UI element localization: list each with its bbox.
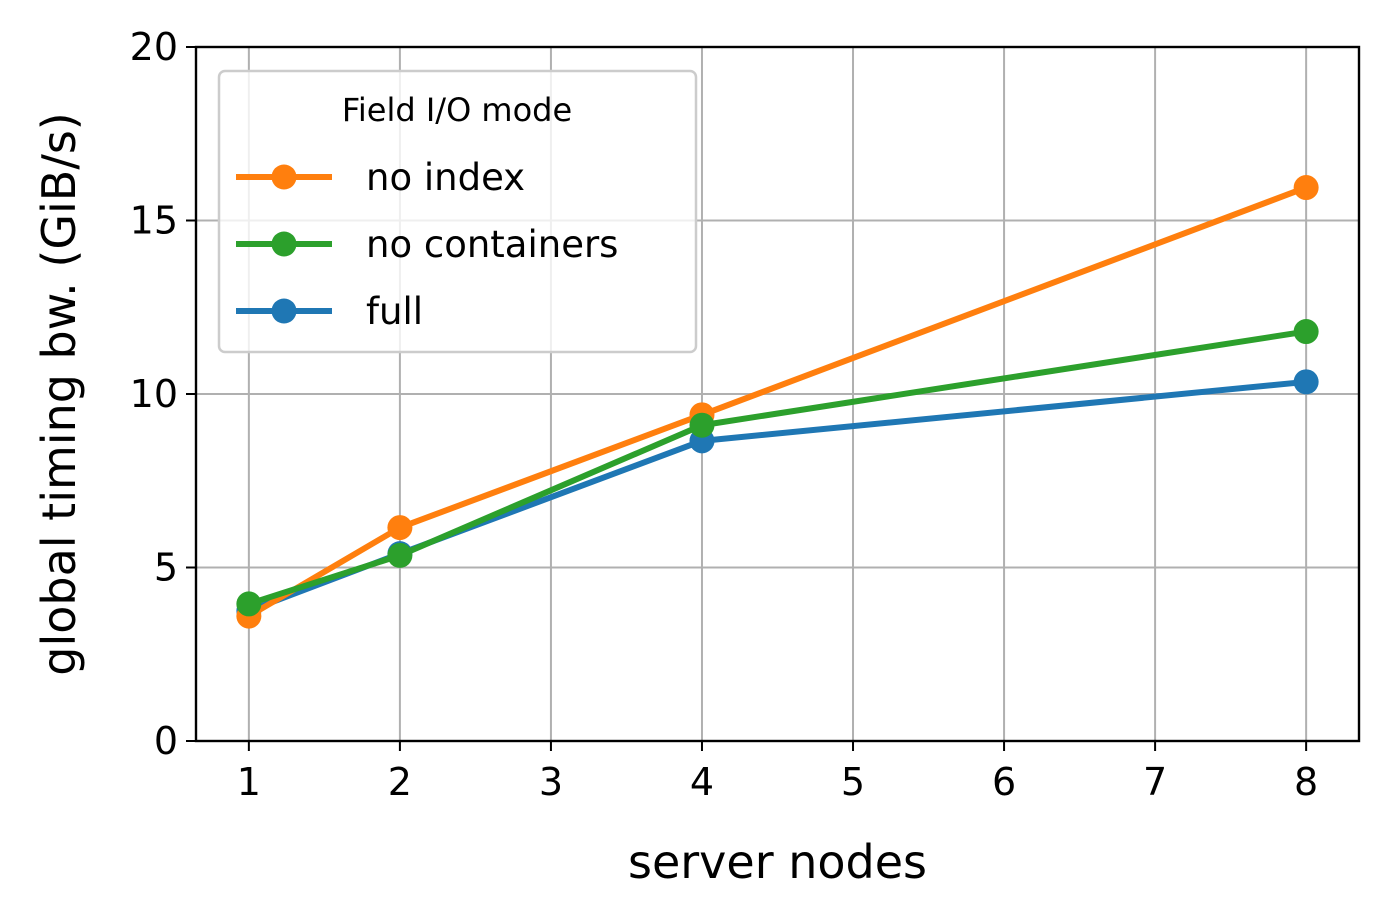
data-point (1293, 369, 1319, 395)
data-point (236, 591, 262, 617)
legend-label: no index (366, 156, 525, 199)
y-tick-label: 5 (154, 546, 178, 590)
y-tick-label: 15 (130, 199, 178, 243)
x-tick-label: 6 (992, 760, 1016, 804)
x-tick-label: 7 (1143, 760, 1167, 804)
legend: Field I/O mode no index no containers full (217, 69, 698, 354)
legend-label: full (366, 290, 423, 333)
axis-ticks: 1 2 3 4 5 6 7 8 0 5 10 15 20 (130, 25, 1319, 804)
series-line (244, 183, 1311, 621)
x-tick-label: 8 (1294, 760, 1318, 804)
series-line (245, 328, 1310, 608)
series-no-containers (236, 319, 1319, 617)
x-tick-label: 4 (690, 760, 714, 804)
y-tick-label: 20 (130, 25, 178, 69)
legend-title: Field I/O mode (342, 91, 572, 129)
x-tick-label: 3 (539, 760, 563, 804)
legend-box (217, 69, 698, 354)
x-tick-label: 5 (841, 760, 865, 804)
x-tick-label: 2 (388, 760, 412, 804)
legend-items: no index no containers full (236, 156, 618, 333)
data-point (387, 542, 413, 568)
data-point (387, 515, 413, 541)
legend-marker (271, 298, 297, 324)
y-axis-label: global timing bw. (GiB/s) (32, 112, 86, 675)
series-full (236, 369, 1319, 624)
legend-marker (271, 164, 297, 190)
legend-item-full: full (236, 290, 423, 333)
y-tick-label: 0 (154, 719, 178, 763)
legend-label: no containers (366, 223, 618, 266)
series-layer (236, 175, 1319, 629)
legend-marker (271, 231, 297, 257)
legend-item-no-containers: no containers (236, 223, 618, 266)
data-point (1293, 319, 1319, 345)
x-axis-label: server nodes (628, 835, 927, 889)
data-point (689, 412, 715, 438)
data-point (1293, 175, 1319, 201)
y-tick-label: 10 (130, 372, 178, 416)
legend-item-no-index: no index (236, 156, 525, 199)
x-tick-label: 1 (237, 760, 261, 804)
